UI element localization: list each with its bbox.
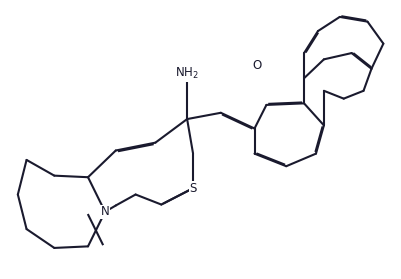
Text: S: S [189,182,196,195]
Text: O: O [251,59,261,72]
Text: N: N [100,205,109,218]
Text: NH$_2$: NH$_2$ [175,66,198,81]
